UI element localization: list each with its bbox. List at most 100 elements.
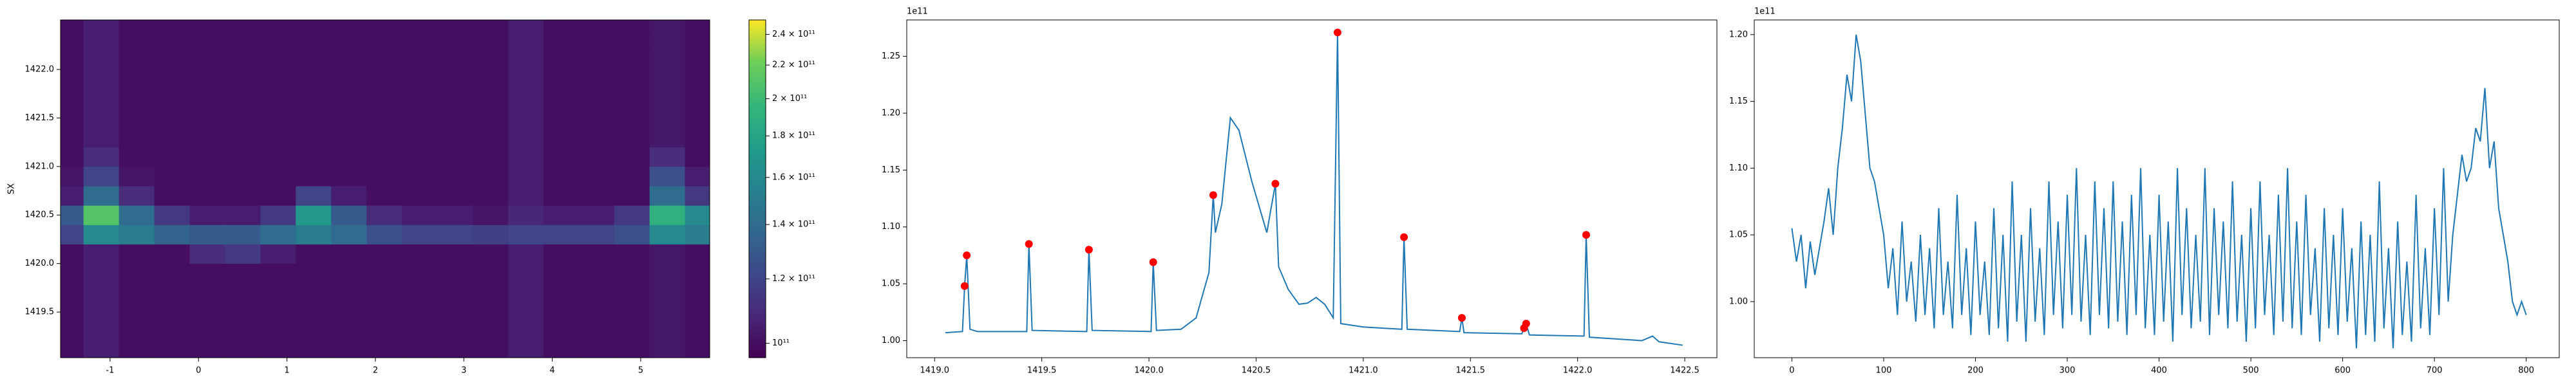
heatmap-cell [189, 205, 225, 225]
heatmap-cell [578, 20, 615, 32]
heatmap-cell [83, 166, 120, 187]
heatmap-cell [225, 282, 261, 303]
heatmap-cell [83, 108, 120, 128]
heatmap-cell [507, 282, 544, 303]
y-tick-label: 1.10 [1729, 163, 1748, 173]
heatmap-cell [578, 263, 615, 284]
heatmap-cell [472, 166, 509, 187]
heatmap-cell [543, 282, 580, 303]
heatmap-cell [331, 20, 367, 32]
heatmap-cell [685, 225, 710, 244]
heatmap-cell [543, 341, 580, 358]
heatmap-cell [437, 50, 473, 70]
heatmap-cell [685, 69, 710, 89]
heatmap-cell [83, 30, 120, 51]
heatmap-cell [225, 263, 261, 284]
heatmap-cell [614, 205, 650, 225]
colorbar [749, 20, 766, 358]
heatmap-cell [225, 108, 261, 128]
heatmap-cell [61, 263, 84, 284]
heatmap-cell [61, 30, 84, 51]
y-tick-label: 1421.0 [25, 161, 55, 171]
heatmap-cell [614, 127, 650, 148]
heatmap-cell [83, 244, 120, 264]
heatmap-cell [260, 282, 296, 303]
heatmap-cell [118, 263, 155, 284]
heatmap-cell [578, 147, 615, 167]
heatmap-cell [685, 263, 710, 284]
x-tick-label: 0 [1789, 366, 1794, 376]
heatmap-cell [331, 127, 367, 148]
y-tick-label: 1.00 [882, 336, 900, 345]
heatmap-cell [260, 185, 296, 206]
heatmap-cell [543, 225, 580, 244]
heatmap-cell [61, 108, 84, 128]
heatmap-cell [189, 127, 225, 148]
heatmap-cell [402, 89, 438, 109]
heatmap-cell [83, 205, 120, 225]
heatmap-cell [225, 322, 261, 342]
heatmap-cell [189, 69, 225, 89]
heatmap-cell [296, 205, 332, 225]
heatmap-cell [437, 341, 473, 358]
heatmap-cell [296, 89, 332, 109]
heatmap-cell [154, 50, 191, 70]
heatmap-cell [614, 69, 650, 89]
y-tick-label: 1421.5 [25, 113, 55, 123]
heatmap-cell [118, 166, 155, 187]
heatmap-cell [366, 50, 402, 70]
heatmap-cell [649, 244, 686, 264]
heatmap-cell [649, 185, 686, 206]
heatmap-cell [366, 282, 402, 303]
heatmap-cell [614, 341, 650, 358]
heatmap-cell [61, 20, 84, 32]
heatmap-cell [366, 69, 402, 89]
plot-area [945, 28, 1683, 346]
heatmap-cell [366, 30, 402, 51]
heatmap-cell [472, 282, 509, 303]
axes-frame [1754, 19, 2560, 358]
heatmap-cells [61, 20, 710, 358]
x-tick-label: 1422.5 [1670, 366, 1700, 376]
heatmap-cell [366, 108, 402, 128]
heatmap-cell [437, 302, 473, 322]
heatmap-cell [83, 147, 120, 167]
heatmap-cell [614, 30, 650, 51]
heatmap-cell [260, 50, 296, 70]
heatmap-cell [61, 302, 84, 322]
heatmap-cell [189, 147, 225, 167]
heatmap-cell [189, 225, 225, 244]
heatmap-cell [331, 69, 367, 89]
peak-marker [1209, 191, 1217, 199]
heatmap-cell [118, 302, 155, 322]
heatmap-cell [366, 127, 402, 148]
heatmap-cell [543, 302, 580, 322]
offset-label: 1e11 [1754, 7, 1776, 17]
heatmap-cell [578, 205, 615, 225]
heatmap-cell [437, 185, 473, 206]
heatmap-cell [366, 322, 402, 342]
heatmap-cell [225, 30, 261, 51]
heatmap-cell [331, 108, 367, 128]
heatmap-cell [154, 302, 191, 322]
heatmap-cell [543, 20, 580, 32]
heatmap-cell [472, 185, 509, 206]
heatmap-cell [543, 244, 580, 264]
heatmap-cell [578, 127, 615, 148]
heatmap-cell [437, 89, 473, 109]
heatmap-cell [61, 341, 84, 358]
y-tick-label: 1.05 [882, 279, 900, 289]
heatmap-cell [578, 282, 615, 303]
heatmap-cell [83, 20, 120, 32]
heatmap-cell [296, 322, 332, 342]
x-tick-label: 500 [2243, 366, 2259, 376]
heatmap-cell [331, 302, 367, 322]
heatmap-cell [83, 282, 120, 303]
heatmap-cell [154, 341, 191, 358]
heatmap-cell [507, 244, 544, 264]
heatmap-cell [472, 69, 509, 89]
heatmap-cell [296, 282, 332, 303]
heatmap-cell [61, 282, 84, 303]
heatmap-cell [366, 302, 402, 322]
heatmap-cell [472, 341, 509, 358]
